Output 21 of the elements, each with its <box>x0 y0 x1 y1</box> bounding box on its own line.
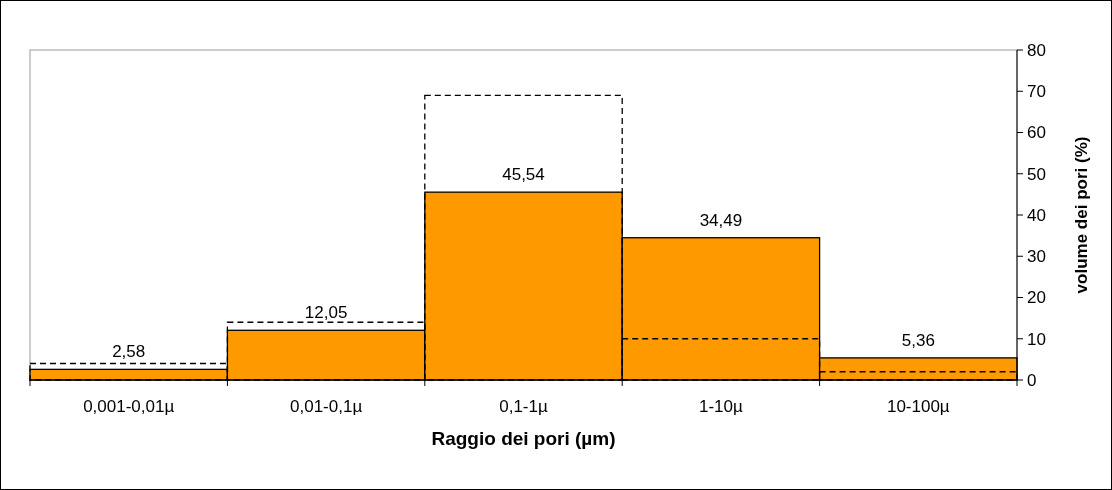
y2-tick-label: 60 <box>1027 123 1046 143</box>
y2-tick-label: 70 <box>1027 82 1046 102</box>
y2-tick-label: 10 <box>1027 329 1046 349</box>
y2-tick-label: 0 <box>1027 370 1037 390</box>
y2-tick-label: 30 <box>1027 247 1046 267</box>
x-tick-label: 0,1-1µ <box>499 397 548 416</box>
x-tick-label: 0,01-0,1µ <box>290 397 363 416</box>
x-axis-title: Raggio dei pori (µm) <box>431 428 616 449</box>
x-tick-label: 0,001-0,01µ <box>83 397 175 416</box>
y2-tick-label: 40 <box>1027 205 1046 225</box>
data-label: 2,58 <box>112 342 146 362</box>
data-label: 5,36 <box>901 330 935 350</box>
y2-tick-label: 20 <box>1027 288 1046 308</box>
y2-tick-label: 50 <box>1027 164 1046 184</box>
data-label: 45,54 <box>502 165 545 185</box>
y2-tick-label: 80 <box>1027 40 1046 60</box>
y2-axis-title: volume dei pori (%) <box>1072 136 1091 294</box>
x-tick-label: 10-100µ <box>886 397 950 416</box>
x-tick-label: 1-10µ <box>698 397 744 416</box>
data-label: 34,49 <box>699 210 743 230</box>
data-label: 12,05 <box>304 303 348 323</box>
